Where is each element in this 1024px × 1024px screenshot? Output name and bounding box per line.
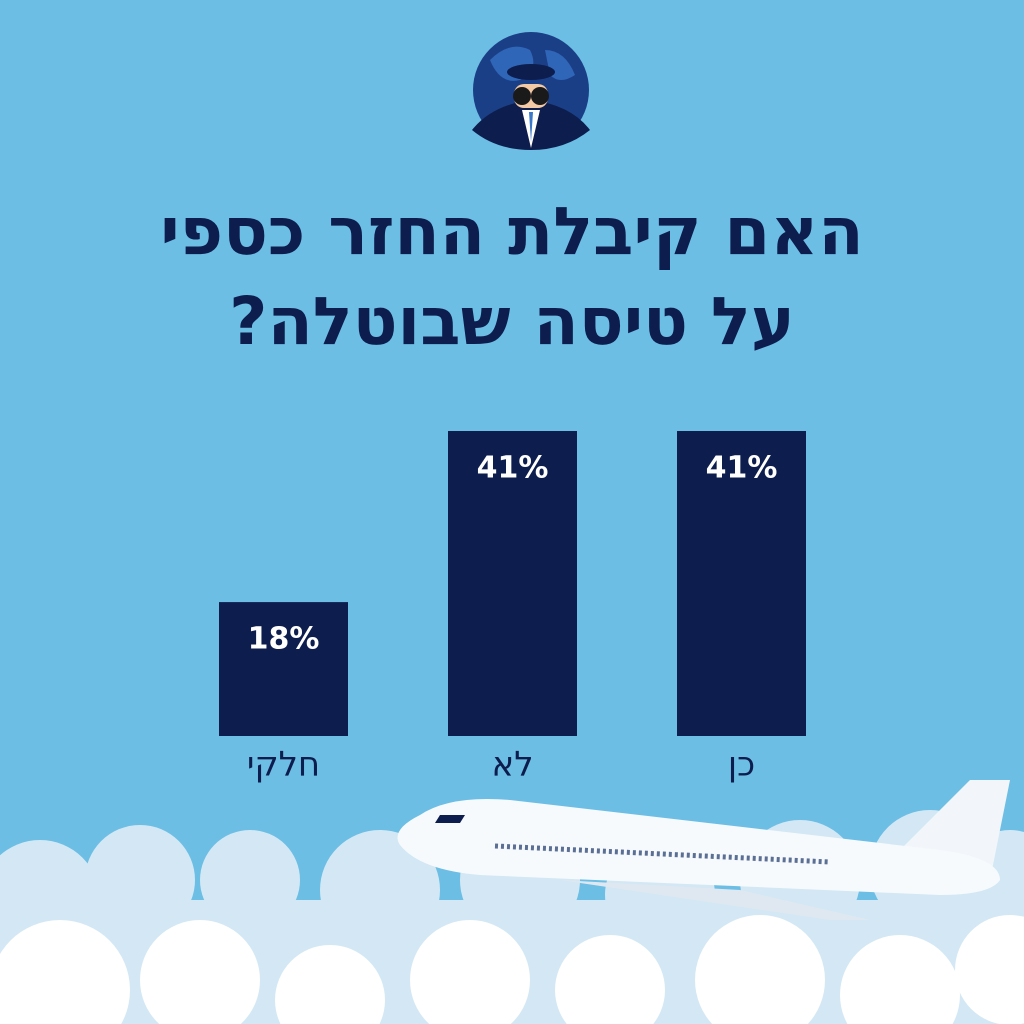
airplane <box>397 780 1010 920</box>
logo <box>472 32 590 150</box>
data-label: 41% <box>706 451 778 486</box>
x-tick-label: חלקי <box>247 745 320 785</box>
clouds-front <box>0 915 1024 1024</box>
data-label: 41% <box>477 451 549 486</box>
bar <box>219 602 348 736</box>
chart-title: על טיסה שבוטלה? <box>229 283 795 360</box>
data-label: 18% <box>248 622 320 657</box>
plot-area: 41% כן 41% לא 18% חלקי <box>219 431 806 785</box>
x-tick-label: לא <box>491 745 533 785</box>
bar <box>677 431 806 736</box>
bar <box>448 431 577 736</box>
chart-title: האם קיבלת החזר כספי <box>160 193 864 270</box>
x-tick-label: כן <box>728 745 755 785</box>
